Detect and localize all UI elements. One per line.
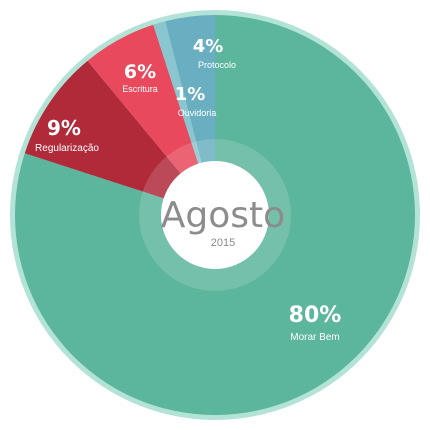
slice-label-morar-bem: Morar Bem: [290, 332, 339, 343]
slice-labels: 80% Morar Bem 9% Regularização 6%Escritura 1%…: [35, 36, 341, 343]
slice-label-ouvidoria: Ouvidoria: [178, 108, 217, 118]
center-hole: [161, 161, 269, 269]
slice-percent-regularizacao: 9%: [47, 116, 81, 140]
slice-percent-morar-bem: 80%: [289, 303, 342, 328]
slice-percent-protocolo: 4%: [193, 36, 224, 57]
slice-label-regularizacao: Regularização: [35, 143, 99, 154]
slice-percent-escritura: 6%: [124, 61, 156, 83]
slice-regularizacao: [24, 60, 215, 215]
slice-label-escritura: Escritura: [122, 84, 158, 94]
slice-label-protocolo: Protocolo: [198, 60, 236, 70]
slice-escritura: [87, 24, 215, 215]
slice-percent-ouvidoria: 1%: [175, 84, 206, 105]
center-title: Agosto: [161, 195, 285, 236]
center-subtitle: 2015: [211, 237, 235, 249]
